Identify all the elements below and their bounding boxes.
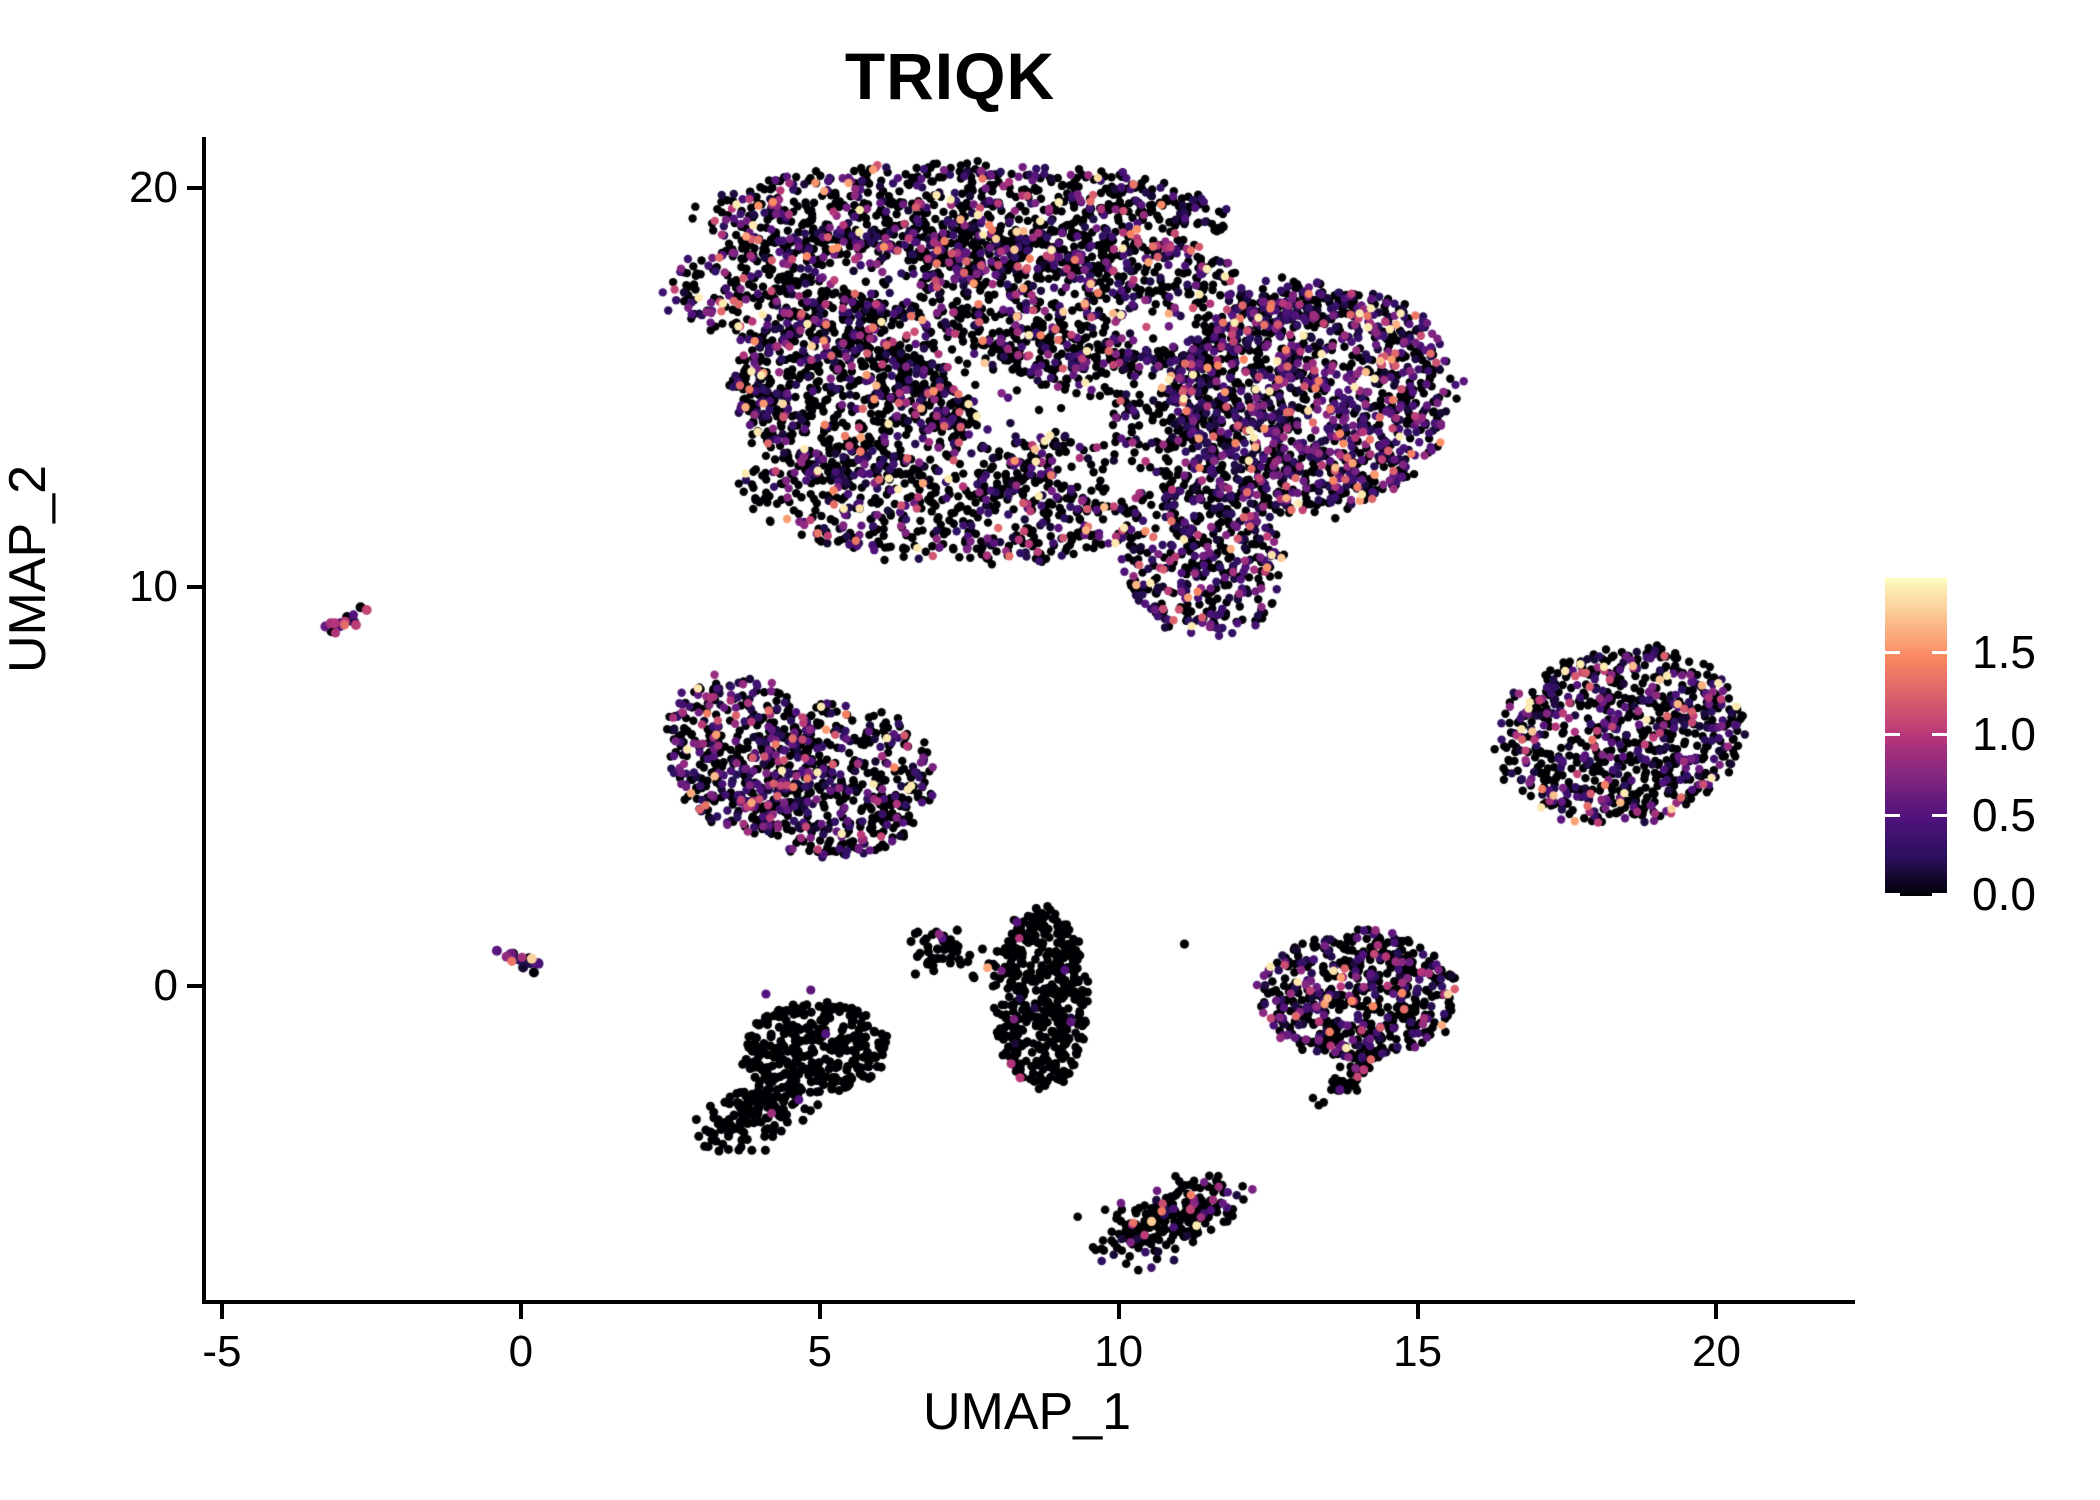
y-axis-line bbox=[202, 137, 206, 1304]
y-tick-label: 20 bbox=[129, 163, 178, 213]
legend-gradient-bar bbox=[1885, 578, 1947, 896]
x-tick-mark bbox=[518, 1304, 523, 1319]
legend-tick-label: 1.0 bbox=[1972, 707, 2036, 760]
x-axis-title: UMAP_1 bbox=[922, 1383, 1132, 1441]
legend-tick-mark bbox=[1885, 651, 1900, 655]
x-tick-label: 5 bbox=[807, 1327, 832, 1376]
legend-tick-label: 0.5 bbox=[1972, 789, 2036, 842]
y-tick-mark bbox=[187, 984, 202, 988]
x-tick-label: -5 bbox=[202, 1327, 242, 1376]
y-tick-label: 10 bbox=[129, 562, 178, 612]
legend-tick-mark bbox=[1932, 651, 1947, 655]
x-axis-line bbox=[202, 1300, 1855, 1304]
plot-title: TRIQK bbox=[844, 39, 1056, 113]
legend-tick-mark bbox=[1932, 814, 1947, 818]
y-axis-title: UMAP_2 bbox=[0, 464, 57, 674]
legend-tick-mark bbox=[1932, 732, 1947, 736]
legend-tick-mark bbox=[1932, 893, 1947, 896]
x-tick-label: 10 bbox=[1094, 1327, 1144, 1376]
x-tick-mark bbox=[817, 1304, 822, 1319]
legend-tick-label: 0.0 bbox=[1972, 868, 2036, 920]
legend-tick-mark bbox=[1885, 732, 1900, 736]
x-tick-label: 20 bbox=[1692, 1327, 1741, 1376]
legend-tick-label: 1.5 bbox=[1972, 626, 2036, 679]
y-tick-mark bbox=[187, 585, 202, 590]
x-tick-label: 15 bbox=[1393, 1327, 1443, 1376]
y-tick-label: 0 bbox=[153, 961, 178, 1010]
x-tick-label: 0 bbox=[508, 1327, 534, 1376]
x-tick-mark bbox=[1415, 1304, 1420, 1319]
legend-tick-mark bbox=[1885, 893, 1900, 896]
y-tick-mark bbox=[187, 186, 202, 191]
x-tick-mark bbox=[219, 1304, 224, 1319]
x-tick-mark bbox=[1116, 1304, 1121, 1319]
legend-tick-mark bbox=[1885, 814, 1900, 818]
x-tick-mark bbox=[1714, 1304, 1719, 1319]
